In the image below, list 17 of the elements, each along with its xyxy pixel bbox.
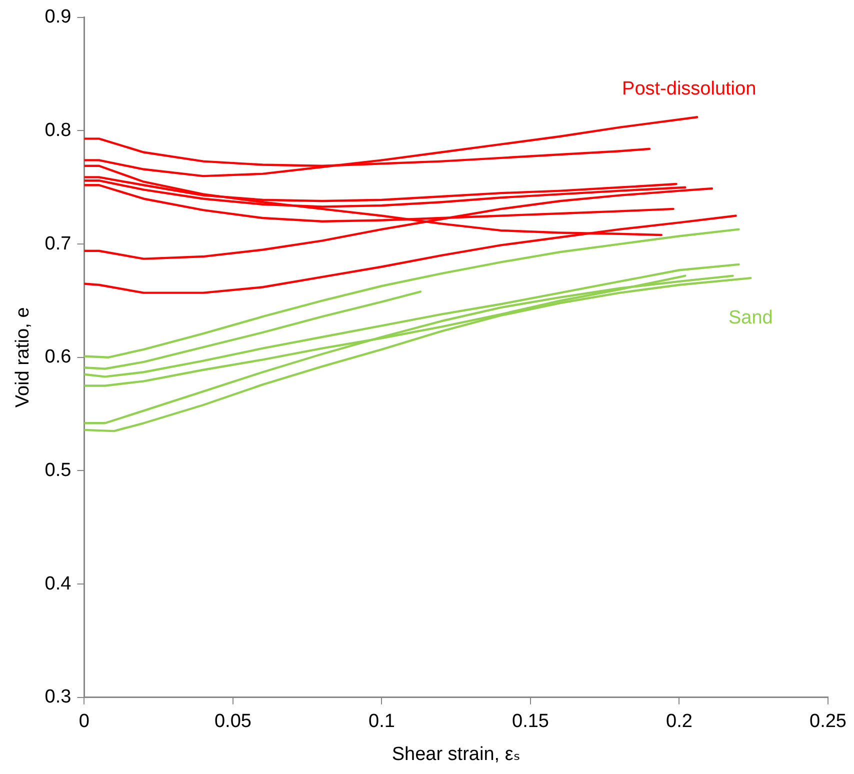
x-axis-title: Shear strain, εₛ <box>392 744 520 765</box>
y-tick-label: 0.5 <box>44 460 72 481</box>
y-tick-label: 0.8 <box>44 120 72 141</box>
annotation: Post-dissolution <box>622 78 756 100</box>
y-axis-title: Void ratio, e <box>12 307 34 408</box>
y-tick-label: 0.6 <box>44 346 72 368</box>
x-tick-label: 0.1 <box>368 711 395 732</box>
y-tick-label: 0.3 <box>44 686 72 708</box>
x-tick-label: 0.2 <box>666 711 692 732</box>
annotation: Sand <box>728 307 773 328</box>
y-tick-label: 0.9 <box>44 6 72 28</box>
x-tick-label: 0.05 <box>214 711 252 732</box>
x-tick-label: 0.15 <box>512 711 549 732</box>
y-tick-label: 0.7 <box>44 233 72 254</box>
x-tick-label: 0.25 <box>810 711 846 732</box>
x-tick-label: 0 <box>78 711 90 732</box>
y-tick-label: 0.4 <box>44 573 72 594</box>
